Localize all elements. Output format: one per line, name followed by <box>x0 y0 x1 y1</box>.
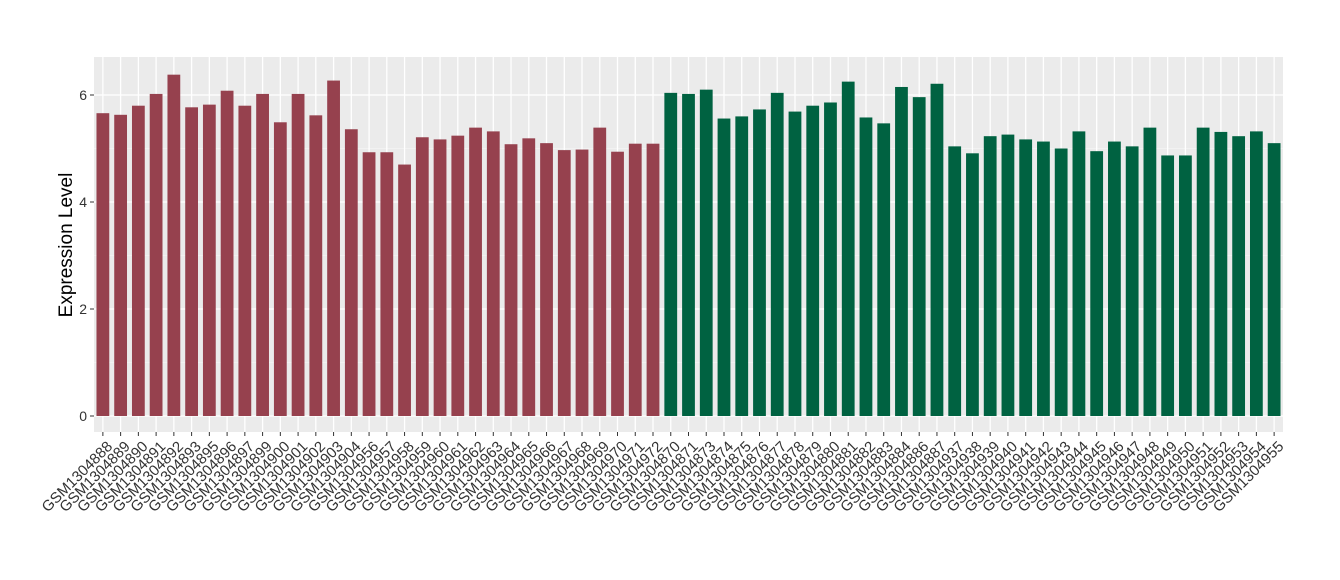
bar <box>167 74 181 417</box>
bar <box>682 93 695 417</box>
bar <box>788 111 802 416</box>
bar <box>628 143 642 416</box>
bar <box>699 89 713 417</box>
bar <box>451 135 465 416</box>
bar <box>859 117 873 416</box>
bar <box>877 123 891 417</box>
y-tick-label: 0 <box>79 408 87 424</box>
bar <box>664 92 678 417</box>
bar <box>362 152 376 416</box>
bar <box>522 138 536 416</box>
bar <box>753 109 766 416</box>
bar <box>398 164 411 416</box>
bar <box>256 93 269 417</box>
bar <box>1179 155 1192 416</box>
bar <box>948 146 962 417</box>
bar <box>895 86 908 416</box>
bar <box>504 144 518 416</box>
bar <box>1214 131 1228 417</box>
bar <box>273 122 287 416</box>
bar <box>557 150 571 417</box>
bar <box>415 137 429 416</box>
bar <box>770 92 784 417</box>
bar <box>1019 139 1033 416</box>
bar <box>220 90 234 416</box>
bar <box>1232 136 1246 416</box>
bar <box>1037 141 1050 417</box>
bar <box>593 127 607 416</box>
bar <box>1143 127 1157 416</box>
bar <box>930 83 944 416</box>
bar <box>735 116 749 417</box>
bar <box>433 139 447 416</box>
bar <box>841 81 855 417</box>
bar <box>540 143 553 416</box>
bar <box>1161 155 1175 416</box>
bar <box>824 102 837 417</box>
bar <box>96 113 110 416</box>
bar <box>1054 148 1068 416</box>
x-axis: GSM1304888GSM1304889GSM1304890GSM1304891… <box>39 432 1287 516</box>
bar <box>983 136 997 416</box>
y-axis: 0 2 4 6 <box>79 87 94 424</box>
bars <box>96 74 1281 417</box>
bar <box>1196 127 1210 416</box>
bar <box>912 97 926 416</box>
y-tick-label: 6 <box>79 87 87 103</box>
bar <box>469 127 482 416</box>
y-tick-label: 2 <box>79 301 87 317</box>
bar <box>1072 131 1086 416</box>
bar <box>1267 143 1281 416</box>
bar <box>327 80 340 416</box>
bar <box>309 115 323 416</box>
bar <box>1249 131 1263 416</box>
bar <box>131 105 145 416</box>
bar <box>1001 134 1015 416</box>
bar <box>114 114 128 417</box>
bar <box>646 143 660 416</box>
bar <box>806 105 820 416</box>
bar <box>1125 146 1139 417</box>
bar <box>238 105 252 416</box>
bar <box>291 93 305 417</box>
bar <box>611 151 624 416</box>
bar <box>149 93 163 417</box>
bar <box>1108 141 1121 417</box>
bar <box>202 104 216 416</box>
bar <box>966 153 979 416</box>
bar <box>575 149 589 416</box>
y-axis-title: Expression Level <box>56 173 77 318</box>
bar <box>1090 151 1104 416</box>
bar <box>344 129 358 417</box>
bar <box>185 107 198 416</box>
y-tick-label: 4 <box>79 194 87 210</box>
bar <box>380 152 394 416</box>
bar <box>717 118 731 416</box>
bar <box>486 131 500 416</box>
